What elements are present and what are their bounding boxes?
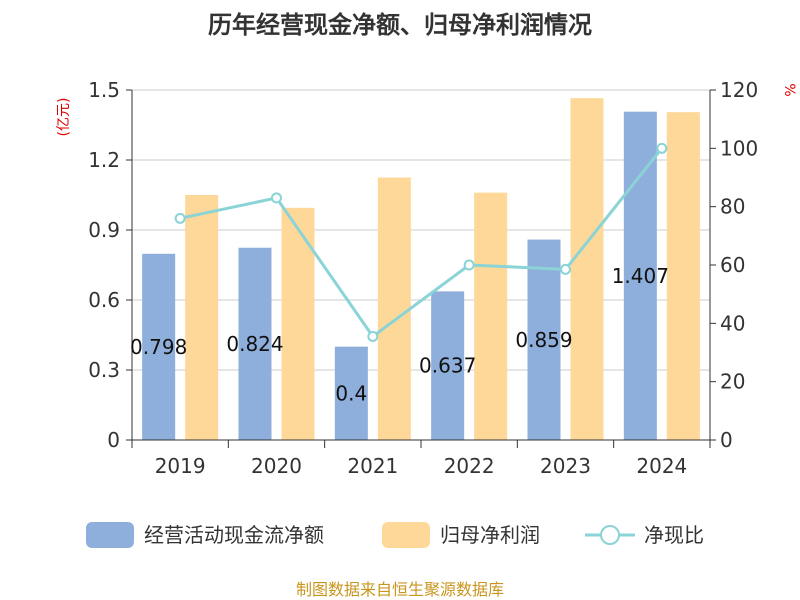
bar-operating-cash [527,239,561,440]
right-axis-unit: % [781,83,797,96]
data-label-operating-cash: 0.798 [130,335,187,359]
data-label-operating-cash: 0.859 [515,328,572,352]
left-tick-label: 1.2 [88,148,120,172]
right-tick-label: 20 [720,370,745,394]
right-tick-label: 100 [720,136,758,160]
x-tick-label: 2020 [251,454,302,478]
bar-operating-cash [142,253,176,440]
bar-net-profit [666,112,700,441]
data-label-operating-cash: 1.407 [612,264,669,288]
bar-operating-cash [431,291,465,440]
left-tick-label: 0.6 [88,288,120,312]
x-tick-label: 2024 [636,454,687,478]
left-axis-unit: (亿元) [56,98,72,137]
right-tick-label: 60 [720,253,745,277]
chart-title: 历年经营现金净额、归母净利润情况 [208,11,592,39]
left-tick-label: 0.3 [88,358,120,382]
right-tick-label: 0 [720,428,733,452]
legend-label-operating-cash: 经营活动现金流净额 [144,523,324,547]
source-note: 制图数据来自恒生聚源数据库 [296,580,504,599]
legend-swatch-operating-cash [86,522,134,548]
grid-lines [132,89,710,371]
legend-swatch-net-profit [382,522,430,548]
data-labels: 0.798 0.824 0.4 0.637 0.859 1.407 [130,264,669,405]
left-tick-label: 1.5 [88,78,120,102]
bar-net-profit [474,192,508,440]
ratio-line-path [179,147,664,339]
ratio-point [560,263,571,275]
legend-label-ratio: 净现比 [644,523,704,547]
right-tick-label: 80 [720,195,745,219]
bar-net-profit [185,195,219,440]
right-tick-label: 40 [720,311,745,335]
data-label-operating-cash: 0.637 [419,354,476,378]
legend-swatch-ratio-marker [600,525,620,545]
bar-net-profit [281,207,315,440]
x-tick-label: 2021 [347,454,398,478]
left-tick-label: 0.9 [88,218,120,242]
ratio-point [656,142,668,154]
ratio-point [367,330,379,342]
ratio-line [174,142,668,342]
x-tick-label: 2023 [540,454,591,478]
legend-label-net-profit: 归母净利润 [440,523,540,547]
bar-operating-cash [334,346,368,440]
bar-operating-cash [238,247,272,440]
bar-net-profit [377,177,411,440]
left-tick-label: 0 [107,428,120,452]
bar-net-profit [570,98,604,441]
right-tick-label: 120 [720,78,758,102]
legend: 经营活动现金流净额 归母净利润 净现比 [86,522,704,548]
x-tick-label: 2022 [444,454,495,478]
axes: 0 0.3 0.6 0.9 1.2 1.5 0 20 40 60 80 100 120 2019 2020 2… [88,78,758,478]
ratio-point [271,192,282,204]
data-label-operating-cash: 0.4 [335,381,367,405]
ratio-point [463,259,475,271]
data-label-operating-cash: 0.824 [226,332,283,356]
ratio-point [174,212,186,224]
bars [142,98,700,441]
bar-operating-cash [623,111,657,440]
x-tick-label: 2019 [155,454,206,478]
